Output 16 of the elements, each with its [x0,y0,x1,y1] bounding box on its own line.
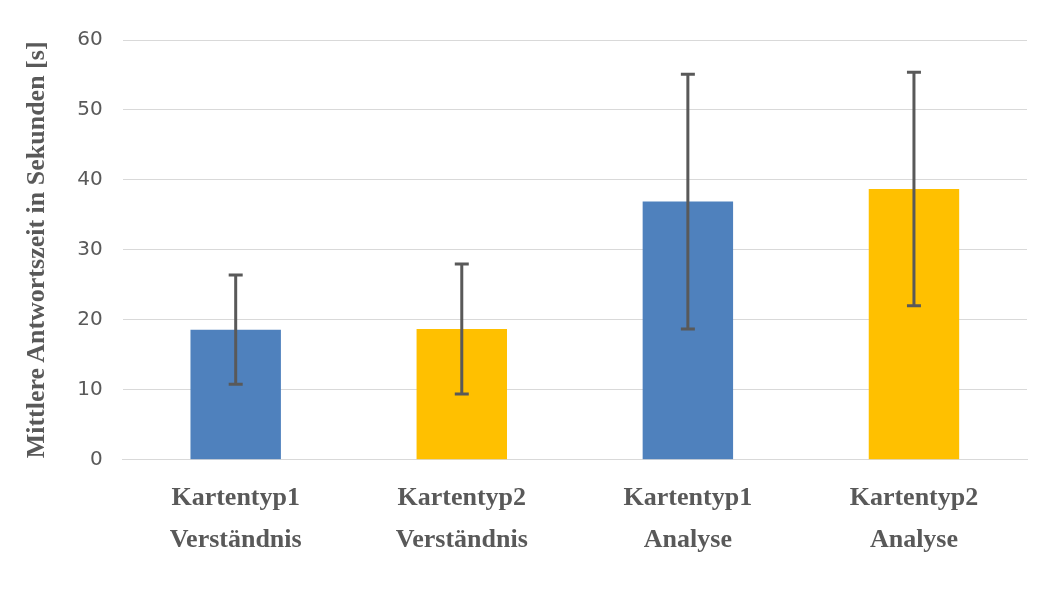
y-tick-label: 30 [77,236,103,261]
x-tick-label: Kartentyp2 Verständnis [395,482,528,553]
y-tick-label: 20 [77,306,103,331]
y-tick-label: 50 [77,96,103,121]
bar [868,189,960,460]
x-tick-label: Kartentyp2 Analyse [849,482,979,553]
y-tick-label: 60 [77,26,103,51]
bar [642,201,734,460]
y-tick-label: 10 [77,376,103,401]
x-tick-label: Kartentyp1 Analyse [623,482,753,553]
y-axis-title: Mittlere Antwortszeit in Sekunden [s] [21,41,51,459]
x-tick-label: Kartentyp1 Verständnis [169,482,302,553]
y-tick-label: 40 [77,166,103,191]
bar [190,329,281,460]
bar [416,328,507,460]
y-tick-label: 0 [89,446,103,470]
